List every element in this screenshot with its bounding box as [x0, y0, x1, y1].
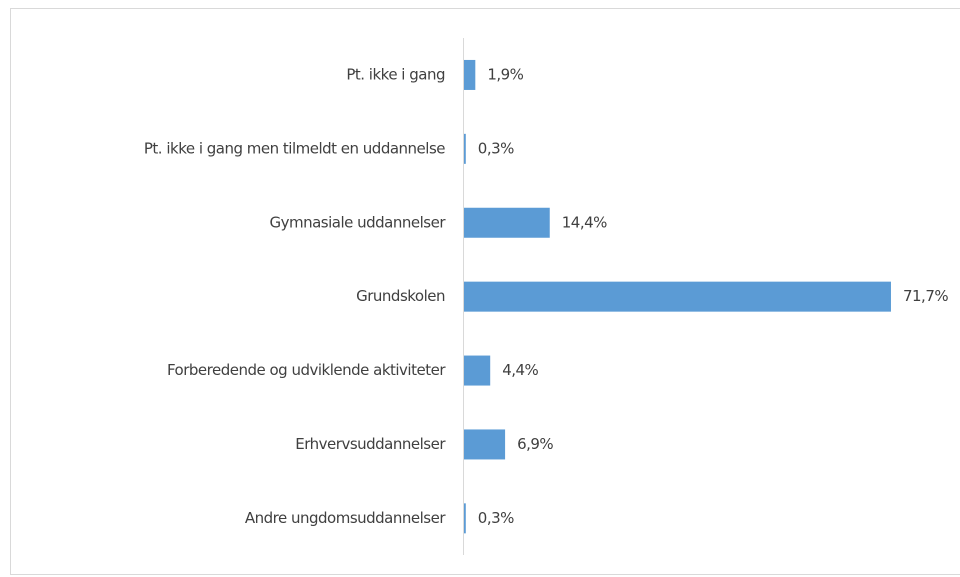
category-label: Gymnasiale uddannelser [269, 213, 446, 231]
data-label: 71,7% [903, 287, 948, 305]
data-label: 14,4% [562, 213, 607, 231]
bar [464, 133, 466, 164]
data-label: 1,9% [487, 65, 523, 83]
category-label: Pt. ikke i gang [346, 65, 445, 83]
bar [464, 207, 550, 238]
data-label: 0,3% [478, 509, 514, 527]
category-label: Erhvervsuddannelser [295, 435, 446, 453]
bar [464, 355, 491, 386]
category-label: Forberedende og udviklende aktiviteter [167, 361, 446, 379]
bar [464, 281, 891, 312]
bar [464, 503, 466, 534]
category-label: Pt. ikke i gang men tilmeldt en uddannel… [144, 139, 445, 157]
data-label: 6,9% [517, 435, 553, 453]
data-label: 0,3% [478, 139, 514, 157]
category-label: Andre ungdomsuddannelser [245, 509, 446, 527]
bar [464, 59, 476, 90]
category-label: Grundskolen [356, 287, 445, 305]
bar [464, 429, 506, 460]
data-label: 4,4% [502, 361, 538, 379]
